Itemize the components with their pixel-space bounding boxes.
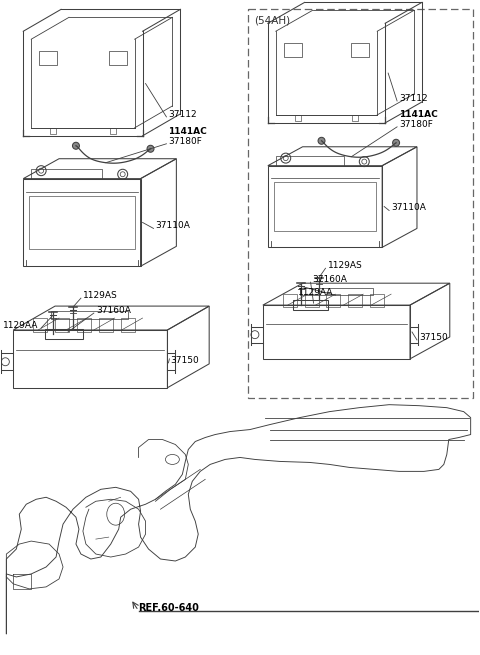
Text: 1129AS: 1129AS: [83, 291, 118, 300]
Bar: [50, 128, 56, 134]
Circle shape: [72, 142, 79, 149]
Bar: [274, 182, 376, 231]
Bar: [31, 169, 102, 179]
Bar: [77, 318, 91, 332]
Circle shape: [147, 145, 154, 152]
Text: 37150: 37150: [419, 333, 448, 342]
Text: 37110A: 37110A: [156, 221, 191, 231]
Text: 1129AS: 1129AS: [327, 261, 362, 271]
Text: (54AH): (54AH): [254, 15, 290, 26]
Bar: [351, 43, 369, 57]
Text: 1129AA: 1129AA: [298, 288, 333, 297]
Circle shape: [393, 140, 399, 146]
Bar: [33, 318, 47, 332]
Bar: [120, 318, 134, 332]
Bar: [326, 294, 340, 307]
Bar: [55, 318, 69, 332]
Text: 37180F: 37180F: [399, 120, 433, 129]
Bar: [305, 294, 319, 307]
Bar: [352, 115, 358, 121]
Text: 37160A: 37160A: [312, 275, 348, 284]
Bar: [110, 128, 116, 134]
Bar: [248, 9, 473, 398]
Bar: [295, 115, 300, 121]
Bar: [99, 318, 113, 332]
Text: 37112: 37112: [168, 110, 197, 119]
Text: 1141AC: 1141AC: [399, 110, 438, 119]
Bar: [45, 329, 83, 339]
Bar: [284, 43, 301, 57]
Bar: [300, 288, 373, 295]
Text: REF.60-640: REF.60-640: [139, 603, 200, 613]
Text: 37150: 37150: [170, 356, 199, 365]
Circle shape: [318, 138, 325, 144]
Text: 1141AC: 1141AC: [168, 127, 207, 136]
Bar: [39, 51, 57, 65]
Text: 37180F: 37180F: [168, 137, 202, 146]
Bar: [109, 51, 127, 65]
Text: 37160A: 37160A: [96, 306, 131, 315]
Bar: [293, 300, 328, 310]
Bar: [29, 196, 134, 249]
Bar: [348, 294, 362, 307]
Text: 1129AA: 1129AA: [3, 321, 39, 330]
Text: 37112: 37112: [399, 94, 428, 103]
Bar: [276, 157, 344, 166]
Text: 37110A: 37110A: [391, 204, 426, 212]
Bar: [51, 311, 128, 319]
Bar: [370, 294, 384, 307]
Bar: [283, 294, 297, 307]
